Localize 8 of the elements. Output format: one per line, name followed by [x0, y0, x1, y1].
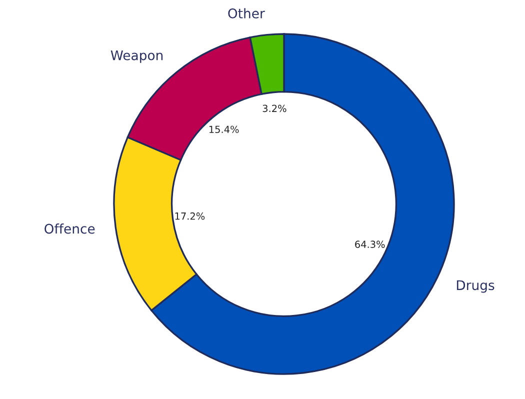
data-label: 15.4% — [209, 126, 239, 134]
data-label: 64.3% — [355, 240, 385, 248]
data-label: 3.2% — [262, 104, 286, 112]
slice-label: Offence — [44, 224, 95, 234]
slice-label: Drugs — [456, 280, 494, 293]
slice-label: Weapon — [110, 50, 163, 63]
slice-label: Other — [228, 8, 265, 18]
data-label: 17.2% — [175, 212, 205, 220]
